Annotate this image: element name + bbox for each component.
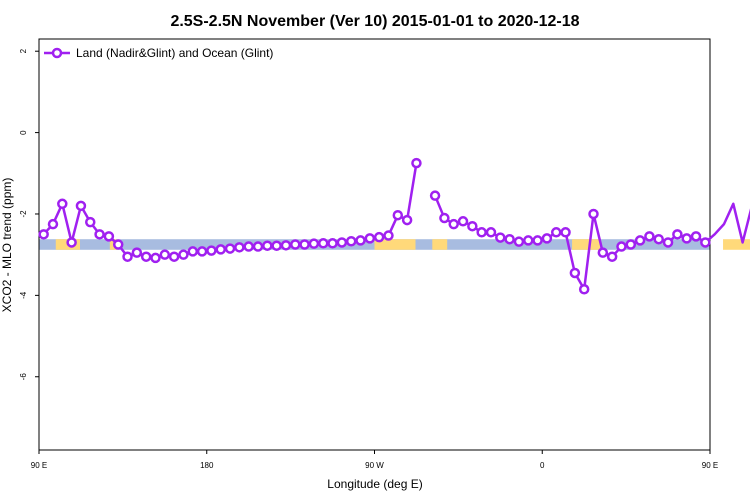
y-tick-label: 2 bbox=[19, 48, 28, 53]
data-point bbox=[541, 233, 553, 244]
data-point bbox=[569, 267, 581, 279]
data-point bbox=[178, 249, 189, 260]
data-point bbox=[150, 252, 161, 264]
legend-marker-swatch bbox=[51, 47, 63, 59]
data-point bbox=[224, 243, 236, 254]
chart-title: 2.5S-2.5N November (Ver 10) 2015-01-01 t… bbox=[170, 13, 579, 30]
data-point bbox=[271, 240, 282, 251]
data-point bbox=[131, 247, 143, 258]
data-point bbox=[122, 251, 133, 262]
data-point bbox=[429, 190, 441, 201]
y-axis-label: XCO2 - MLO trend (ppm) bbox=[0, 178, 14, 313]
x-tick-label: 180 bbox=[200, 461, 214, 470]
data-point bbox=[392, 209, 404, 221]
land-band bbox=[374, 239, 416, 250]
data-point bbox=[690, 231, 702, 242]
data-point bbox=[681, 233, 692, 244]
data-point bbox=[290, 239, 301, 250]
x-tick-label: 90 E bbox=[702, 461, 718, 470]
data-point bbox=[588, 208, 599, 220]
data-point bbox=[103, 231, 115, 242]
data-point bbox=[262, 240, 273, 251]
data-point bbox=[243, 241, 254, 252]
y-tick-label: 0 bbox=[19, 130, 28, 135]
data-point bbox=[336, 237, 348, 248]
data-point bbox=[345, 235, 357, 247]
x-tick-label: 0 bbox=[540, 461, 545, 470]
data-point bbox=[448, 218, 459, 230]
data-point bbox=[644, 231, 655, 242]
data-point bbox=[159, 249, 171, 260]
data-point bbox=[700, 237, 711, 248]
data-point bbox=[94, 229, 105, 240]
data-point bbox=[317, 238, 329, 249]
data-point bbox=[513, 236, 525, 247]
data-point bbox=[187, 246, 199, 257]
data-point bbox=[196, 246, 208, 257]
y-tick-label: -2 bbox=[19, 210, 28, 218]
data-point bbox=[560, 227, 571, 238]
data-point bbox=[383, 230, 394, 241]
data-point bbox=[485, 227, 497, 238]
data-point bbox=[653, 233, 664, 245]
data-point bbox=[467, 220, 478, 232]
legend-entry-label: Land (Nadir&Glint) and Ocean (Glint) bbox=[76, 46, 273, 60]
data-point bbox=[411, 157, 422, 169]
data-point bbox=[476, 227, 487, 238]
data-point bbox=[168, 251, 180, 262]
data-point bbox=[112, 239, 124, 250]
data-point bbox=[495, 232, 506, 243]
data-point bbox=[206, 245, 217, 256]
data-point bbox=[532, 235, 543, 246]
data-point bbox=[234, 242, 245, 253]
legend: Land (Nadir&Glint) and Ocean (Glint) bbox=[44, 46, 273, 60]
data-point bbox=[252, 241, 264, 252]
data-point bbox=[504, 233, 515, 245]
data-point bbox=[523, 235, 534, 246]
data-point bbox=[578, 284, 590, 295]
x-tick-label: 90 E bbox=[31, 461, 47, 470]
data-point bbox=[38, 229, 49, 240]
data-point bbox=[308, 238, 320, 249]
data-point bbox=[280, 240, 292, 251]
plot-area: 90 E 180 90 W 0 90 E 2 0 -2 -4 -6 bbox=[19, 38, 750, 470]
land-band bbox=[723, 239, 750, 250]
data-point bbox=[215, 244, 226, 255]
data-point bbox=[457, 216, 469, 227]
data-point bbox=[662, 237, 674, 248]
data-point bbox=[672, 229, 683, 240]
x-axis-label: Longitude (deg E) bbox=[327, 477, 422, 491]
y-tick-label: -4 bbox=[19, 291, 28, 299]
data-point bbox=[75, 200, 87, 212]
data-point bbox=[85, 216, 96, 228]
data-point bbox=[439, 212, 450, 224]
y-tick-label: -6 bbox=[19, 373, 28, 381]
data-point bbox=[364, 233, 376, 244]
data-point bbox=[373, 231, 385, 243]
x-tick-label: 90 W bbox=[365, 461, 384, 470]
data-point bbox=[606, 251, 618, 262]
data-point bbox=[401, 214, 413, 226]
data-point bbox=[355, 235, 366, 246]
data-point bbox=[550, 227, 562, 238]
land-band bbox=[572, 239, 601, 250]
land-band bbox=[432, 239, 448, 250]
data-point bbox=[140, 251, 152, 262]
data-point bbox=[616, 241, 627, 252]
data-point bbox=[327, 238, 338, 249]
data-point bbox=[625, 239, 637, 250]
data-point bbox=[47, 218, 59, 230]
data-point bbox=[57, 198, 68, 210]
data-point bbox=[634, 235, 646, 246]
data-point bbox=[66, 237, 77, 248]
data-point bbox=[299, 239, 310, 250]
data-point bbox=[597, 247, 609, 258]
